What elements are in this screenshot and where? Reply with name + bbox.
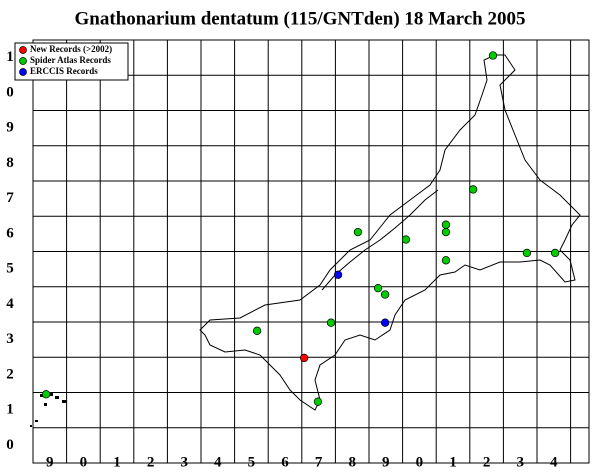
record-point	[441, 256, 451, 265]
x-label: 2	[147, 454, 155, 470]
x-label: 1	[449, 454, 457, 470]
record-point	[441, 220, 451, 229]
record-point	[441, 227, 451, 237]
legend-label: New Records (>2002)	[30, 44, 112, 54]
county-border	[321, 189, 439, 291]
record-point	[353, 227, 363, 237]
y-label: 2	[6, 366, 14, 382]
y-label: 7	[6, 190, 14, 206]
record-point	[300, 353, 309, 363]
legend: New Records (>2002)Spider Atlas RecordsE…	[19, 44, 112, 76]
record-point	[469, 185, 478, 194]
y-label: 8	[6, 155, 14, 171]
x-label: 5	[248, 454, 256, 470]
record-point	[333, 270, 343, 279]
y-label: 0	[6, 437, 14, 453]
legend-swatch	[19, 46, 27, 54]
x-label: 9	[382, 454, 390, 470]
x-label: 3	[516, 454, 524, 470]
record-point	[326, 318, 336, 327]
x-label: 6	[281, 454, 289, 470]
record-point	[313, 397, 323, 406]
map-title: Gnathonarium dentatum (115/GNTden) 18 Ma…	[75, 8, 526, 29]
y-label: 6	[6, 225, 14, 241]
x-label: 1	[113, 454, 121, 470]
y-label: 3	[6, 331, 14, 347]
records	[41, 51, 560, 406]
record-point	[252, 326, 262, 335]
x-label: 0	[416, 454, 424, 470]
legend-swatch	[19, 68, 27, 76]
x-label: 3	[180, 454, 188, 470]
y-label: 1	[6, 49, 14, 65]
y-label: 5	[6, 261, 14, 277]
legend-label: ERCCIS Records	[30, 66, 98, 76]
y-label: 0	[6, 84, 14, 100]
record-point	[41, 390, 51, 399]
legend-swatch	[19, 57, 27, 65]
legend-box	[14, 42, 129, 81]
x-label: 2	[483, 454, 491, 470]
legend-label: Spider Atlas Records	[30, 55, 111, 65]
y-label: 9	[6, 120, 14, 136]
x-label: 7	[315, 454, 323, 470]
islands	[30, 392, 67, 427]
x-label: 4	[550, 454, 558, 470]
x-label: 8	[348, 454, 356, 470]
y-label: 4	[6, 296, 14, 312]
record-point	[380, 290, 390, 299]
y-label: 1	[6, 402, 14, 418]
record-point	[522, 248, 532, 258]
x-label: 4	[214, 454, 222, 470]
record-point	[380, 318, 390, 327]
record-point	[550, 248, 560, 258]
x-label: 0	[80, 454, 88, 470]
record-point	[401, 235, 411, 244]
x-label: 9	[46, 454, 54, 470]
record-point	[488, 51, 498, 60]
record-point	[373, 284, 383, 293]
